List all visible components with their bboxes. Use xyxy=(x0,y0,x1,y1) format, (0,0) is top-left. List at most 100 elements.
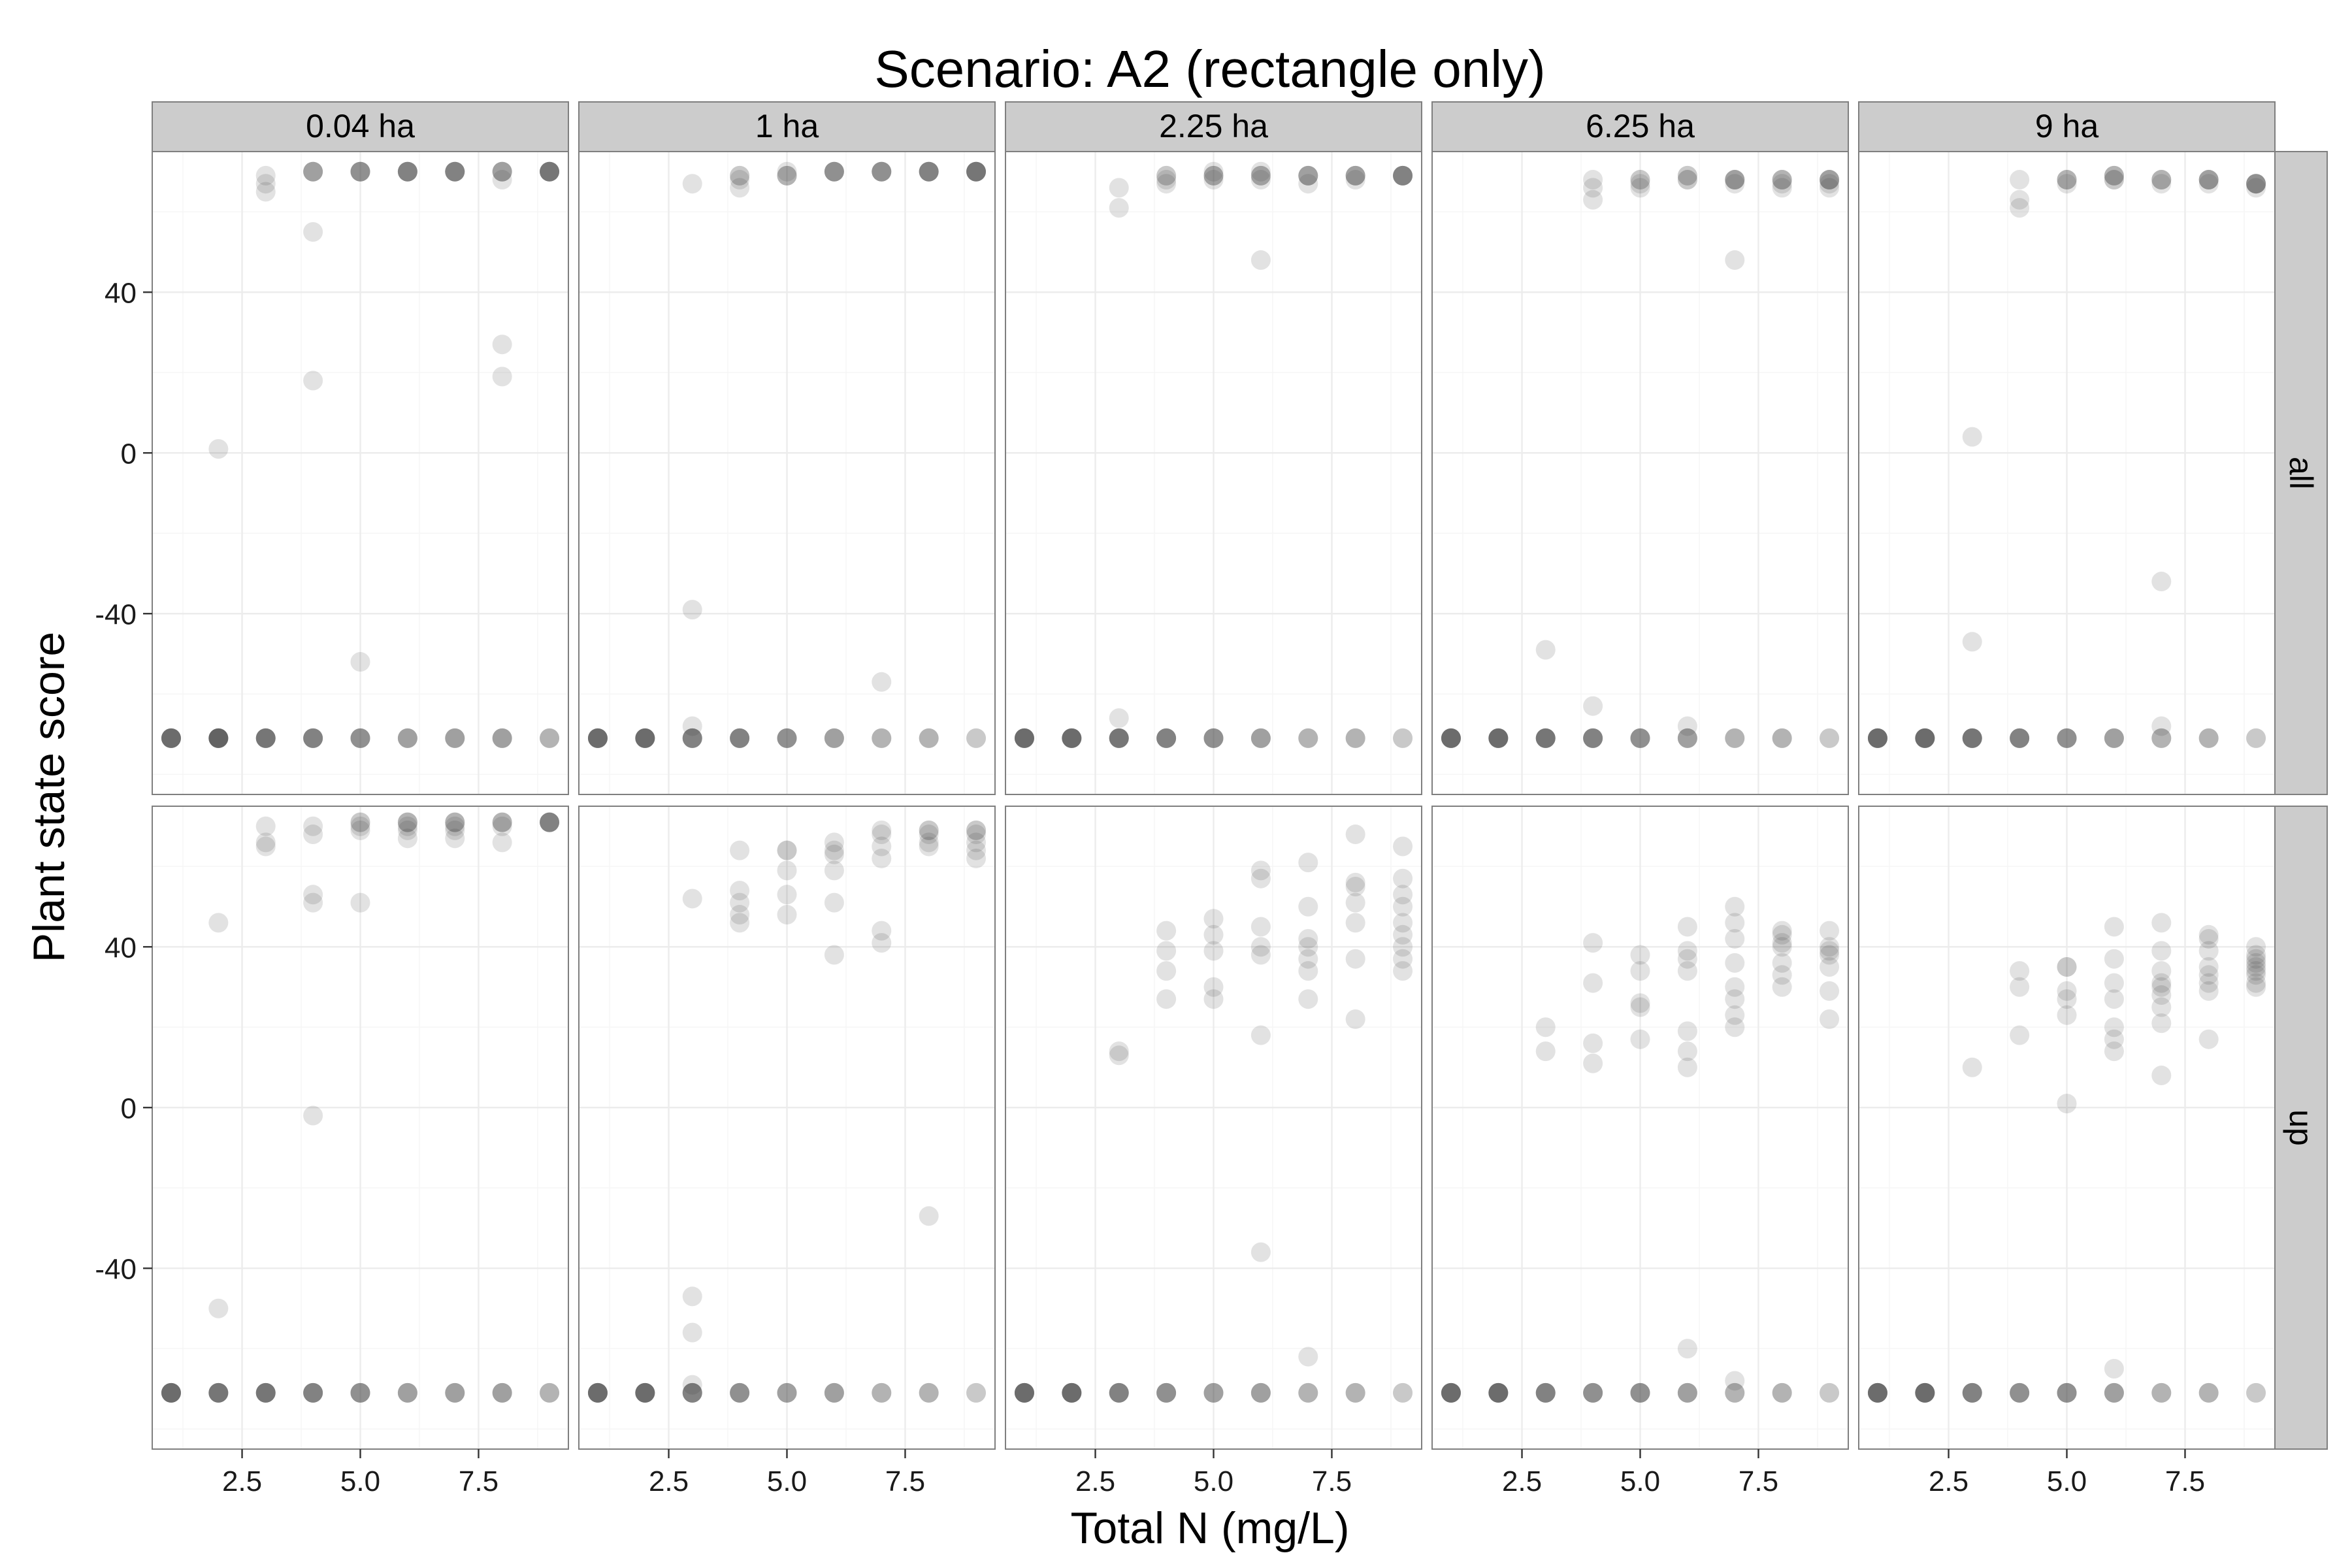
data-point xyxy=(824,832,844,853)
data-point xyxy=(777,165,797,186)
data-point xyxy=(919,1382,939,1403)
y-tick-label: 40 xyxy=(105,277,137,309)
data-point xyxy=(303,161,323,182)
data-point xyxy=(397,728,417,748)
data-point xyxy=(445,161,465,182)
x-axis-title: Total N (mg/L) xyxy=(1071,1503,1350,1553)
data-point xyxy=(1772,170,1792,190)
data-point xyxy=(445,728,465,748)
data-point xyxy=(872,1382,892,1403)
data-point xyxy=(1962,1382,1982,1403)
data-point xyxy=(1250,1382,1271,1403)
data-point xyxy=(1203,924,1224,945)
data-point xyxy=(587,728,608,748)
data-point xyxy=(208,439,229,459)
data-point xyxy=(824,1382,844,1403)
data-point xyxy=(1630,1382,1650,1403)
data-point xyxy=(1772,1382,1792,1403)
data-point xyxy=(1677,1339,1697,1359)
data-point xyxy=(445,728,465,748)
data-point xyxy=(1156,989,1177,1009)
data-point xyxy=(1488,728,1509,748)
data-point xyxy=(397,161,417,182)
data-point xyxy=(1250,165,1271,186)
data-point xyxy=(2246,174,2266,194)
data-point xyxy=(1725,728,1745,748)
data-point xyxy=(255,182,276,202)
data-point xyxy=(255,728,276,748)
data-point xyxy=(1535,640,1556,660)
data-point xyxy=(2057,1382,2077,1403)
facet-panel xyxy=(1858,151,2276,795)
data-point xyxy=(2057,170,2077,190)
data-point xyxy=(1962,1382,1982,1403)
data-point xyxy=(1014,728,1034,748)
data-point xyxy=(2057,981,2077,1001)
data-point xyxy=(1535,728,1556,748)
data-point xyxy=(1725,953,1745,973)
data-point xyxy=(1441,728,1461,748)
data-point xyxy=(1062,728,1082,748)
data-point xyxy=(1867,728,1887,748)
data-point xyxy=(1820,178,1840,198)
data-point xyxy=(2104,917,2124,937)
data-point xyxy=(1962,728,1982,748)
data-point xyxy=(1298,1382,1318,1403)
data-point xyxy=(2057,728,2077,748)
data-point xyxy=(635,1382,655,1403)
data-point xyxy=(1915,1382,1935,1403)
data-point xyxy=(1488,1382,1509,1403)
data-point xyxy=(1203,728,1224,748)
data-point xyxy=(492,812,512,832)
data-point xyxy=(303,370,323,391)
data-point xyxy=(1820,170,1840,190)
data-point xyxy=(1630,728,1650,748)
data-point xyxy=(682,728,702,748)
data-point xyxy=(208,728,229,748)
data-point xyxy=(1298,989,1318,1009)
data-point xyxy=(1915,728,1935,748)
column-strip-label: 9 ha xyxy=(2035,108,2099,144)
data-point xyxy=(1109,1041,1129,1062)
data-point xyxy=(445,728,465,748)
data-point xyxy=(161,1382,181,1403)
data-point xyxy=(587,1382,608,1403)
data-point xyxy=(2104,1382,2124,1403)
data-point xyxy=(2246,728,2266,748)
data-point xyxy=(1203,1382,1224,1403)
data-point xyxy=(824,892,844,913)
data-point xyxy=(350,812,370,832)
data-point xyxy=(777,728,797,748)
data-point xyxy=(2151,1382,2172,1403)
data-point xyxy=(397,161,417,182)
data-point xyxy=(1345,1382,1365,1403)
data-point xyxy=(397,161,417,182)
data-point xyxy=(2198,170,2219,190)
x-tick-label: 2.5 xyxy=(1929,1465,1968,1497)
data-point xyxy=(1441,1382,1461,1403)
data-point xyxy=(1345,165,1365,186)
data-point xyxy=(1725,913,1745,933)
data-point xyxy=(1298,937,1318,957)
data-point xyxy=(492,161,512,182)
data-point xyxy=(1867,728,1887,748)
data-point xyxy=(1962,1382,1982,1403)
data-point xyxy=(161,728,181,748)
data-point xyxy=(2104,728,2124,748)
data-point xyxy=(1867,1382,1887,1403)
data-point xyxy=(1820,170,1840,190)
data-point xyxy=(1915,728,1935,748)
data-point xyxy=(255,728,276,748)
data-point xyxy=(1441,728,1461,748)
data-point xyxy=(1915,1382,1935,1403)
data-point xyxy=(824,1382,844,1403)
data-point xyxy=(1062,728,1082,748)
data-point xyxy=(730,905,750,925)
data-point xyxy=(1772,953,1792,973)
data-point xyxy=(2198,973,2219,993)
data-point xyxy=(919,161,939,182)
data-point xyxy=(208,1382,229,1403)
data-point xyxy=(824,728,844,748)
data-point xyxy=(2057,170,2077,190)
data-point xyxy=(2104,949,2124,969)
